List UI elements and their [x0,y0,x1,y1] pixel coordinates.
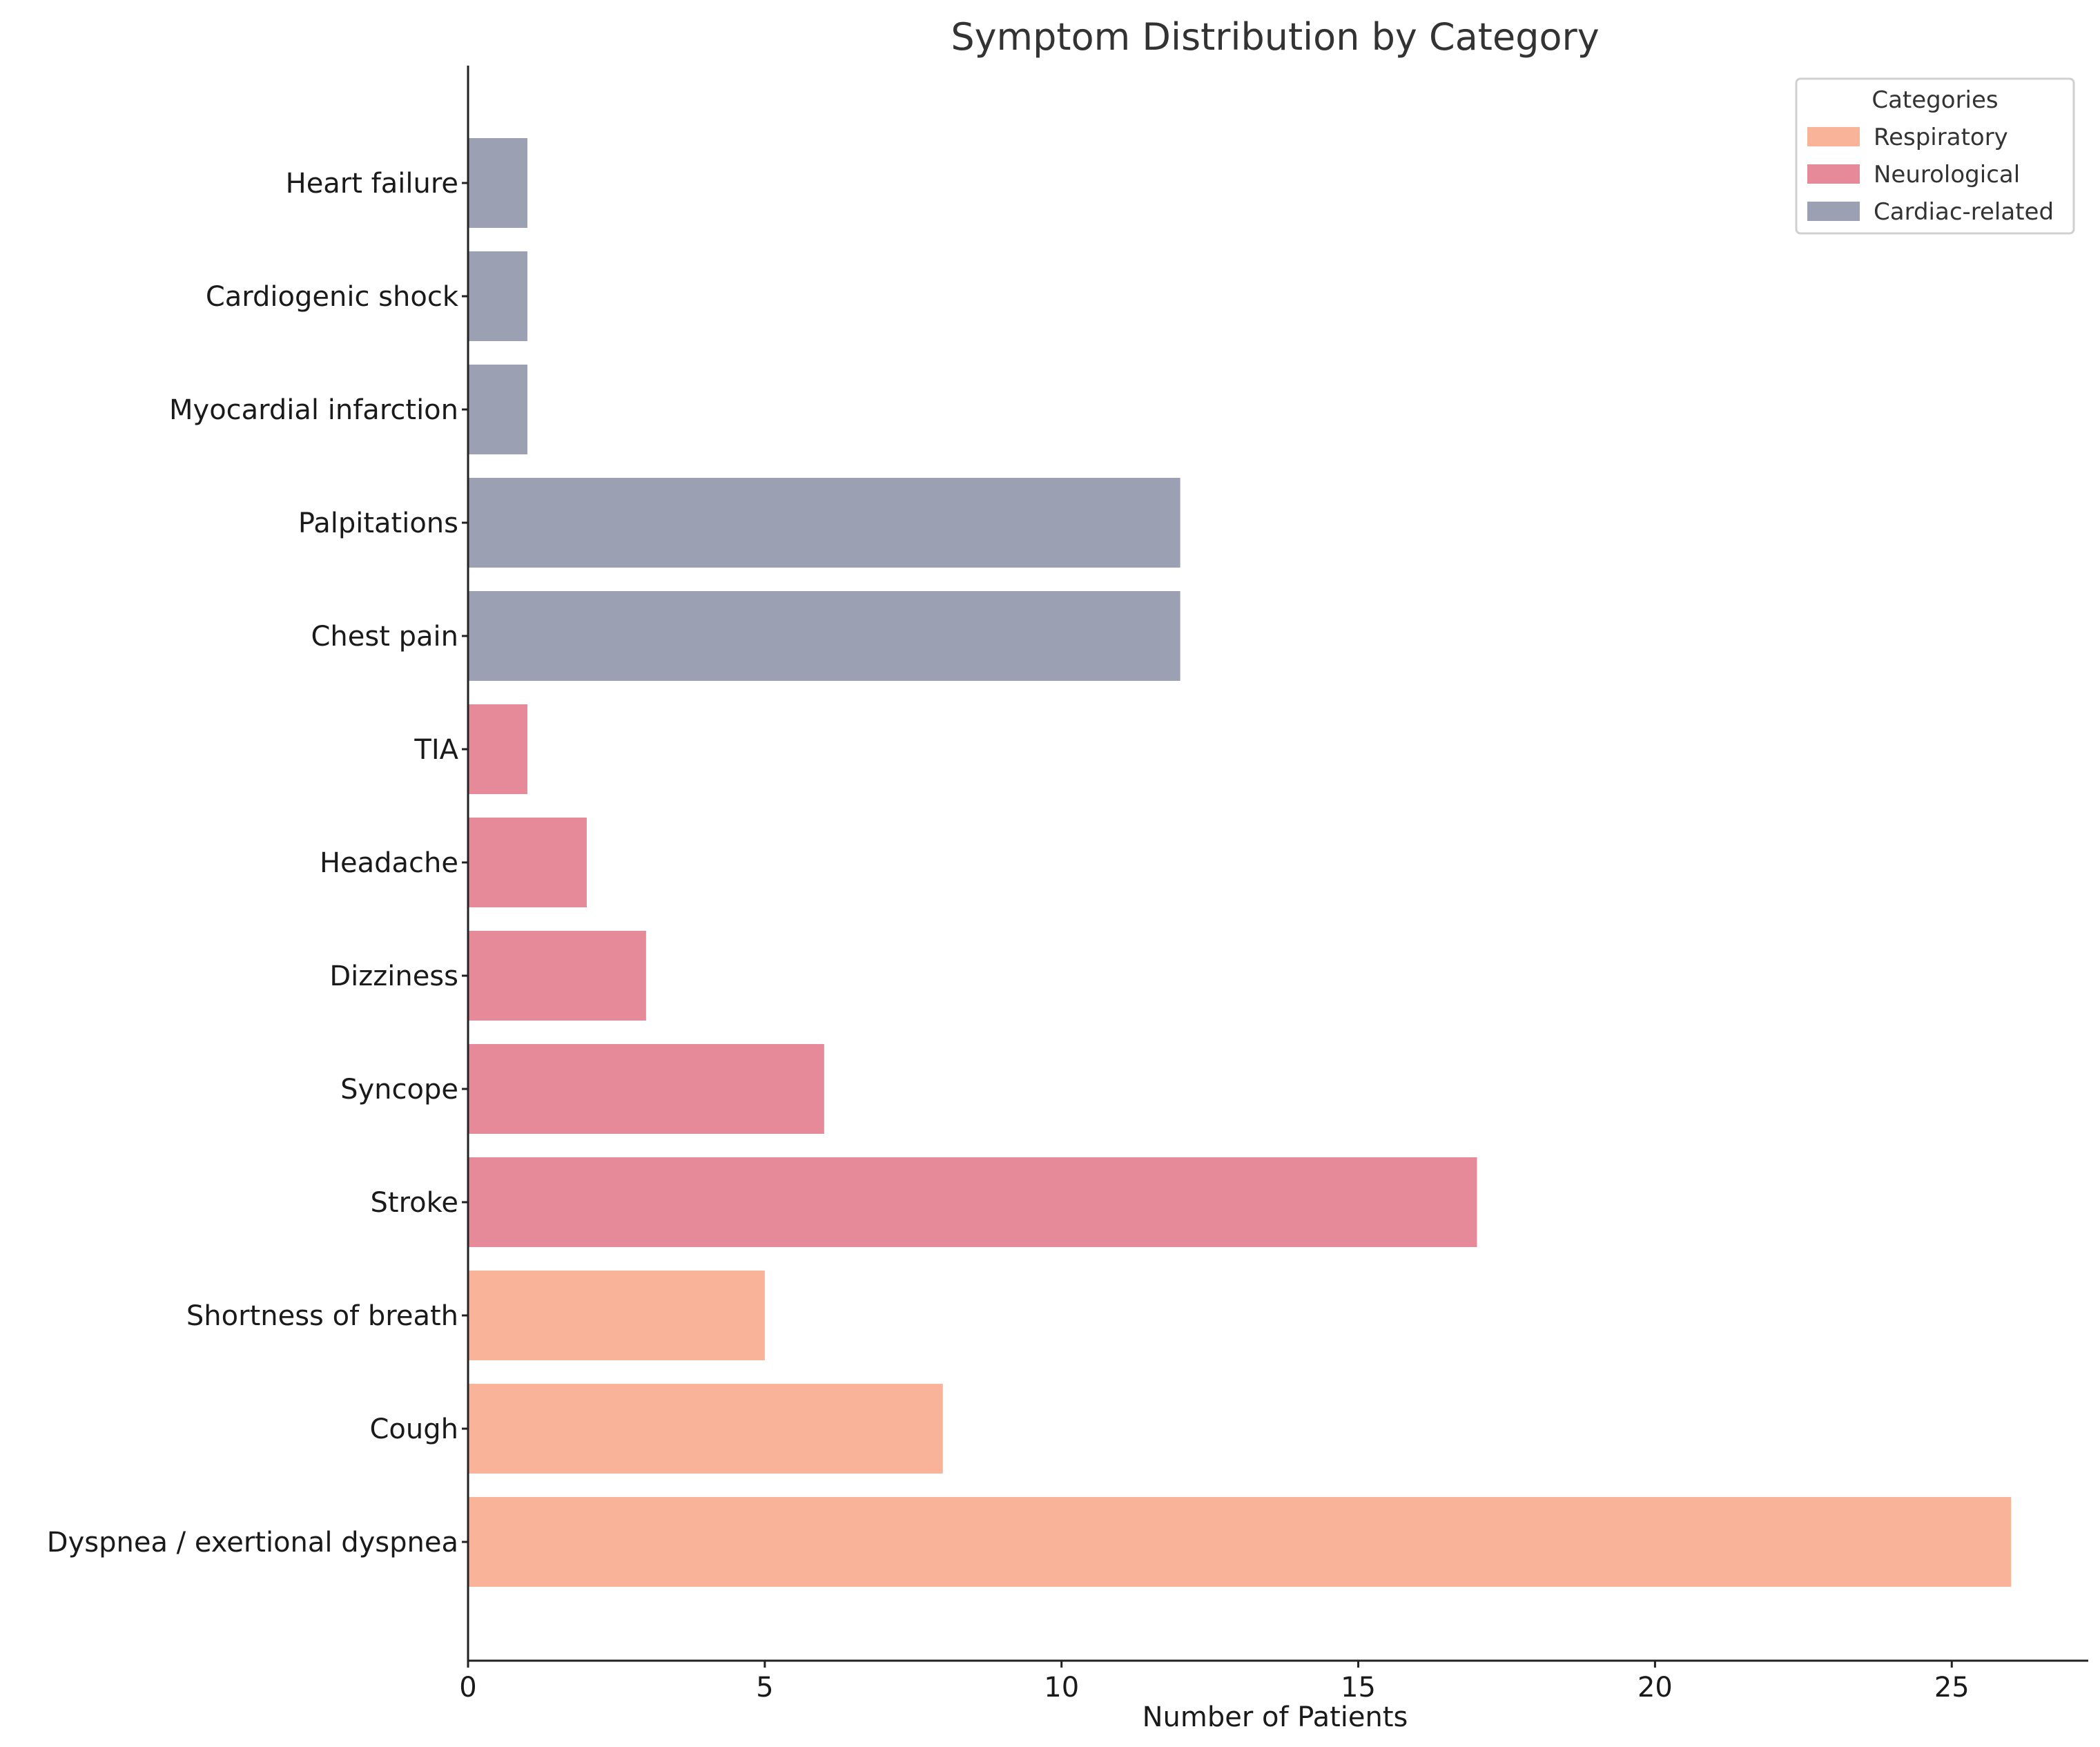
bar-headache [468,818,587,907]
x-ticks-group: 0 5 10 15 20 25 [459,1661,1970,1703]
x-tick-label: 5 [756,1672,773,1703]
x-tick-label: 10 [1044,1672,1079,1703]
category-label: Dyspnea / exertional dyspnea [47,1527,458,1558]
category-label: Shortness of breath [186,1300,458,1332]
bar-cough [468,1384,943,1474]
legend-label: Respiratory [1874,124,2008,151]
legend-label: Cardiac-related [1874,198,2054,226]
category-labels: Dyspnea / exertional dyspnea Cough Shortne… [47,168,468,1558]
x-tick-label: 15 [1341,1672,1376,1703]
category-label: Palpitations [298,508,458,539]
bar-syncope [468,1044,824,1134]
category-label: Syncope [340,1074,458,1106]
bar-myocardial-infarction [468,365,527,454]
bar-shortness-of-breath [468,1271,765,1360]
bar-stroke [468,1157,1477,1247]
bar-tia [468,704,527,794]
category-label: Heart failure [286,168,458,200]
bar-heart-failure [468,138,527,228]
bar-dizziness [468,931,646,1021]
legend-swatch [1807,202,1860,221]
legend-swatch [1807,127,1860,146]
bar-palpitations [468,478,1180,568]
category-label: Myocardial infarction [169,394,458,426]
bar-cardiogenic-shock [468,251,527,341]
x-tick-label: 25 [1934,1672,1970,1703]
category-label: Stroke [371,1187,458,1219]
category-label: Cardiogenic shock [206,281,459,313]
bar-dyspnea-exertional-dyspnea [468,1497,2012,1587]
bars-group [468,138,2012,1587]
category-label: TIA [414,734,458,766]
legend-box [1795,77,2075,235]
x-tick-label: 0 [459,1672,476,1703]
legend: Categories Respiratory Neurological Cardiac… [1795,77,2075,235]
category-label: Chest pain [311,621,459,653]
x-axis-title: Number of Patients [1143,1701,1408,1733]
legend-swatch [1807,164,1860,184]
chart-title: Symptom Distribution by Category [951,15,1599,59]
category-label: Dizziness [329,961,458,992]
category-label: Cough [370,1413,459,1445]
x-tick-label: 20 [1637,1672,1673,1703]
bar-chest-pain [468,591,1180,681]
legend-title: Categories [1871,86,1998,114]
axes-group [467,66,2088,1662]
category-label: Headache [320,847,458,879]
legend-label: Neurological [1874,161,2020,189]
